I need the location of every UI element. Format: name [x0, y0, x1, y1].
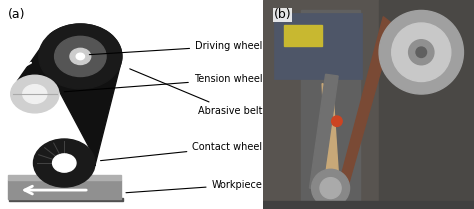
Circle shape [11, 75, 59, 113]
Circle shape [311, 169, 349, 207]
Bar [9, 198, 123, 201]
Circle shape [409, 40, 434, 65]
Text: Workpiece: Workpiece [126, 180, 263, 193]
Text: Tension wheel: Tension wheel [64, 74, 263, 92]
Circle shape [320, 178, 341, 199]
Polygon shape [339, 17, 394, 188]
Circle shape [23, 85, 47, 103]
Circle shape [76, 53, 84, 60]
Circle shape [53, 154, 76, 172]
Circle shape [55, 36, 106, 76]
Circle shape [379, 10, 464, 94]
Polygon shape [322, 84, 339, 184]
Circle shape [34, 139, 95, 187]
Bar [301, 10, 360, 209]
Bar [263, 201, 474, 209]
Bar [310, 74, 338, 190]
Bar [379, 0, 474, 209]
Bar [284, 25, 322, 46]
Bar [8, 180, 120, 199]
Circle shape [416, 47, 427, 57]
Text: (a): (a) [8, 8, 26, 21]
Circle shape [392, 23, 451, 82]
Text: Abrasive belt: Abrasive belt [130, 69, 263, 116]
Circle shape [39, 24, 122, 89]
Text: Contact wheel: Contact wheel [100, 142, 263, 161]
Circle shape [332, 116, 342, 126]
Polygon shape [17, 24, 122, 166]
Text: Driving wheel: Driving wheel [89, 41, 263, 55]
Circle shape [70, 48, 91, 65]
Text: (b): (b) [273, 8, 291, 21]
Bar [273, 13, 362, 79]
Bar [8, 175, 120, 180]
